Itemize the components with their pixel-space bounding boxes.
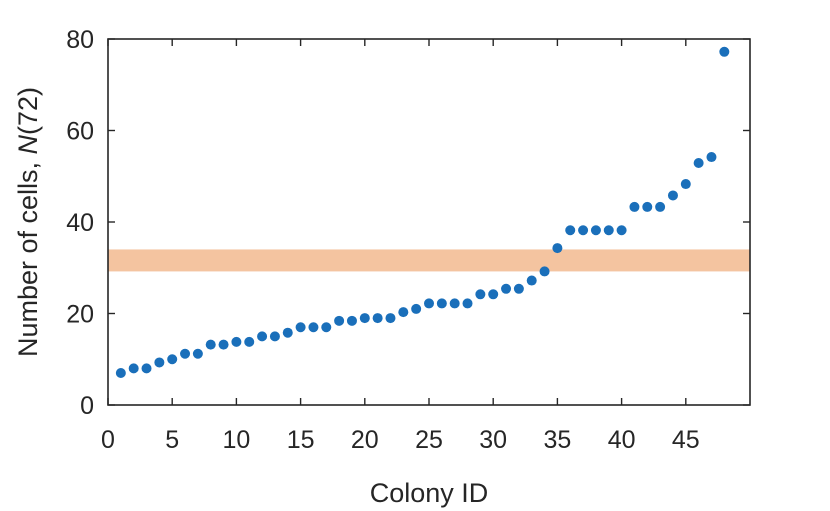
data-point — [642, 201, 653, 212]
x-tick-label: 30 — [479, 426, 507, 454]
data-point — [590, 225, 601, 236]
data-point — [603, 225, 614, 236]
data-point — [334, 315, 345, 326]
data-point — [539, 266, 550, 277]
y-tick-label: 20 — [66, 301, 94, 329]
x-tick-label: 10 — [222, 426, 250, 454]
data-point — [192, 348, 203, 359]
data-point — [128, 363, 139, 374]
data-point — [141, 363, 152, 374]
data-point — [115, 367, 126, 378]
data-point — [462, 298, 473, 309]
data-point — [667, 190, 678, 201]
data-point — [655, 201, 666, 212]
data-point — [578, 225, 589, 236]
data-point — [565, 225, 576, 236]
data-point — [436, 298, 447, 309]
data-point — [205, 339, 216, 350]
data-point — [706, 152, 717, 163]
data-point — [513, 283, 524, 294]
data-point — [321, 322, 332, 333]
data-point — [295, 322, 306, 333]
y-axis-title-italic: N — [13, 134, 43, 154]
data-point — [359, 313, 370, 324]
data-point — [372, 313, 383, 324]
data-point — [411, 303, 422, 314]
data-point — [693, 157, 704, 168]
x-tick-label: 35 — [543, 426, 571, 454]
y-axis-title-prefix: Number of cells, — [13, 154, 43, 357]
data-point — [231, 336, 242, 347]
data-point — [449, 298, 460, 309]
x-tick-label: 20 — [351, 426, 379, 454]
x-tick-label: 5 — [165, 426, 179, 454]
axis-tick-labels: 0 5 10 15 20 25 30 35 40 45 0 20 40 60 80 — [66, 26, 700, 454]
y-tick-label: 40 — [66, 209, 94, 237]
plot-frame — [107, 38, 751, 406]
y-axis-title-suffix: (72) — [13, 87, 43, 135]
y-tick-label: 60 — [66, 118, 94, 146]
y-tick-label: 80 — [66, 26, 94, 54]
x-tick-label: 25 — [415, 426, 443, 454]
data-point — [154, 357, 165, 368]
data-point — [385, 313, 396, 324]
data-point — [475, 289, 486, 300]
data-point — [629, 201, 640, 212]
data-point — [244, 336, 255, 347]
data-point — [308, 322, 319, 333]
x-tick-label: 0 — [101, 426, 115, 454]
data-points — [115, 46, 730, 378]
x-axis-title: Colony ID — [370, 478, 489, 508]
data-point — [257, 331, 268, 342]
data-point — [719, 46, 730, 57]
data-point — [398, 307, 409, 318]
data-point — [680, 179, 691, 190]
x-tick-label: 40 — [608, 426, 636, 454]
data-point — [616, 225, 627, 236]
data-point — [526, 275, 537, 286]
x-tick-label: 15 — [287, 426, 315, 454]
y-tick-label: 0 — [80, 392, 94, 420]
data-point — [282, 327, 293, 338]
data-point — [269, 331, 280, 342]
axis-ticks — [107, 38, 750, 406]
data-point — [424, 298, 434, 309]
data-point — [552, 243, 563, 254]
threshold-band — [108, 249, 750, 272]
data-point — [167, 354, 178, 365]
data-point — [346, 315, 357, 326]
data-point — [501, 283, 512, 294]
data-point — [180, 348, 191, 359]
data-point — [218, 339, 229, 350]
x-tick-label: 45 — [672, 426, 700, 454]
y-axis-title: Number of cells, N(72) — [13, 87, 43, 357]
data-point — [488, 289, 499, 300]
